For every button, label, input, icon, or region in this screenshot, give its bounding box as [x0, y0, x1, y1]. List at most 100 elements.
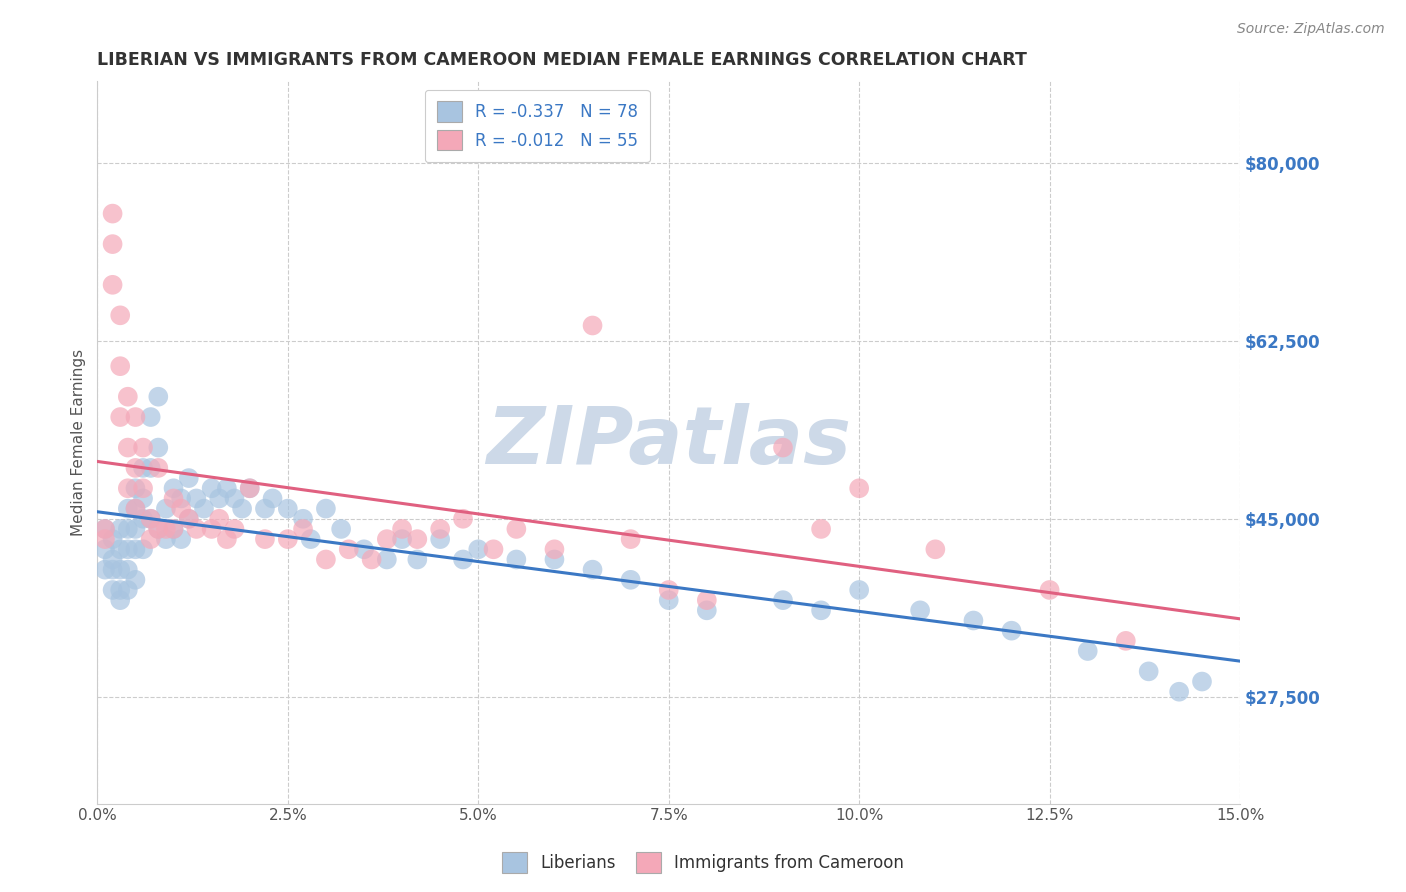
Point	[696, 593, 718, 607]
Point	[132, 542, 155, 557]
Point	[1115, 633, 1137, 648]
Point	[277, 532, 299, 546]
Point	[253, 501, 276, 516]
Point	[658, 593, 681, 607]
Point	[299, 532, 322, 546]
Point	[353, 542, 375, 557]
Point	[124, 542, 146, 557]
Legend: R = -0.337   N = 78, R = -0.012   N = 55: R = -0.337 N = 78, R = -0.012 N = 55	[425, 90, 650, 162]
Point	[177, 512, 200, 526]
Point	[94, 563, 117, 577]
Point	[451, 512, 474, 526]
Point	[148, 441, 170, 455]
Point	[148, 522, 170, 536]
Point	[292, 512, 315, 526]
Point	[360, 552, 382, 566]
Point	[117, 563, 139, 577]
Point	[117, 441, 139, 455]
Point	[132, 461, 155, 475]
Point	[375, 552, 398, 566]
Point	[337, 542, 360, 557]
Point	[108, 522, 131, 536]
Point	[962, 614, 984, 628]
Point	[208, 491, 231, 506]
Point	[101, 582, 124, 597]
Point	[391, 532, 413, 546]
Point	[375, 532, 398, 546]
Point	[124, 410, 146, 425]
Point	[124, 501, 146, 516]
Point	[94, 532, 117, 546]
Point	[924, 542, 946, 557]
Point	[132, 512, 155, 526]
Point	[1137, 665, 1160, 679]
Point	[658, 582, 681, 597]
Point	[277, 501, 299, 516]
Y-axis label: Median Female Earnings: Median Female Earnings	[72, 349, 86, 536]
Point	[139, 461, 162, 475]
Point	[148, 461, 170, 475]
Point	[108, 563, 131, 577]
Point	[124, 522, 146, 536]
Point	[155, 501, 177, 516]
Point	[117, 501, 139, 516]
Point	[505, 552, 527, 566]
Point	[543, 542, 565, 557]
Point	[1000, 624, 1022, 638]
Point	[581, 563, 603, 577]
Point	[186, 522, 208, 536]
Point	[1191, 674, 1213, 689]
Point	[108, 593, 131, 607]
Point	[231, 501, 253, 516]
Point	[132, 441, 155, 455]
Point	[124, 501, 146, 516]
Point	[262, 491, 284, 506]
Point	[101, 277, 124, 292]
Text: Source: ZipAtlas.com: Source: ZipAtlas.com	[1237, 22, 1385, 37]
Point	[162, 522, 184, 536]
Point	[101, 563, 124, 577]
Point	[139, 410, 162, 425]
Point	[620, 573, 643, 587]
Point	[108, 309, 131, 323]
Point	[132, 481, 155, 495]
Point	[124, 481, 146, 495]
Point	[215, 481, 238, 495]
Point	[406, 532, 429, 546]
Point	[406, 552, 429, 566]
Point	[139, 512, 162, 526]
Point	[139, 532, 162, 546]
Point	[315, 501, 337, 516]
Point	[177, 512, 200, 526]
Point	[101, 237, 124, 252]
Point	[239, 481, 262, 495]
Point	[139, 512, 162, 526]
Point	[108, 359, 131, 374]
Point	[201, 481, 224, 495]
Point	[177, 471, 200, 485]
Point	[429, 532, 451, 546]
Point	[848, 582, 870, 597]
Point	[117, 542, 139, 557]
Point	[162, 491, 184, 506]
Point	[186, 491, 208, 506]
Point	[391, 522, 413, 536]
Point	[224, 522, 246, 536]
Point	[94, 522, 117, 536]
Point	[193, 501, 215, 516]
Point	[1077, 644, 1099, 658]
Point	[848, 481, 870, 495]
Legend: Liberians, Immigrants from Cameroon: Liberians, Immigrants from Cameroon	[495, 846, 911, 880]
Point	[101, 532, 124, 546]
Point	[908, 603, 931, 617]
Text: ZIPatlas: ZIPatlas	[486, 403, 851, 482]
Point	[810, 603, 832, 617]
Point	[132, 491, 155, 506]
Point	[155, 532, 177, 546]
Point	[1168, 684, 1191, 698]
Point	[155, 522, 177, 536]
Point	[239, 481, 262, 495]
Text: LIBERIAN VS IMMIGRANTS FROM CAMEROON MEDIAN FEMALE EARNINGS CORRELATION CHART: LIBERIAN VS IMMIGRANTS FROM CAMEROON MED…	[97, 51, 1028, 69]
Point	[94, 522, 117, 536]
Point	[429, 522, 451, 536]
